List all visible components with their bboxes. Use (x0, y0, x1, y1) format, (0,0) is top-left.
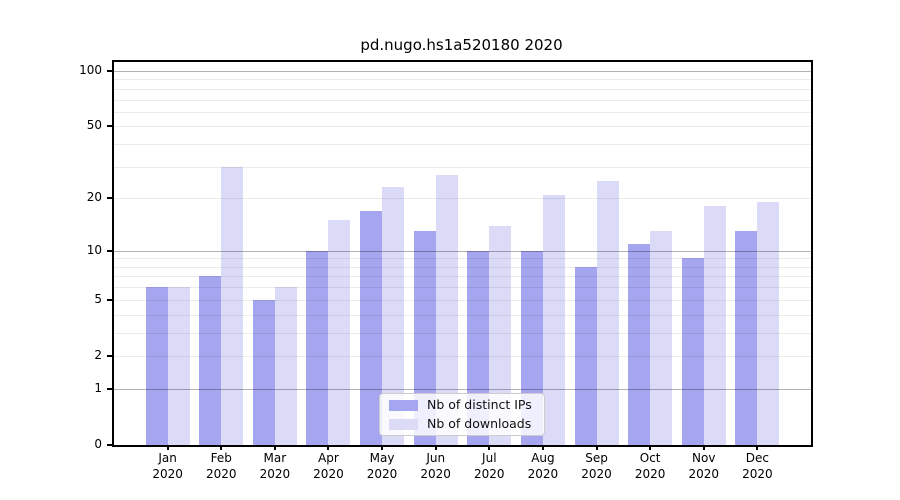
y-tick-mark (107, 354, 112, 357)
bar-downloads-mar (274, 287, 297, 445)
y-tick-label-50: 50 (86, 118, 102, 133)
bar-distinct-ips-apr (306, 250, 329, 445)
x-tick-mark (220, 445, 223, 450)
x-tick-label-mar: Mar 2020 (259, 451, 291, 481)
bars-layer (114, 62, 811, 445)
x-tick-mark (649, 445, 652, 450)
y-tick-mark (107, 125, 112, 128)
bar-distinct-ips-jan (145, 287, 168, 445)
y-tick-mark (107, 298, 112, 301)
y-tick-mark (107, 387, 112, 390)
x-tick-label-jan: Jan 2020 (152, 451, 183, 481)
y-tick-label-0: 0 (94, 437, 102, 451)
x-tick-label-dec: Dec 2020 (742, 451, 773, 481)
x-tick-label-aug: Aug 2020 (527, 451, 559, 481)
bar-distinct-ips-feb (199, 276, 222, 445)
x-tick-label-feb: Feb 2020 (205, 451, 237, 481)
x-tick-mark (434, 445, 437, 450)
bar-distinct-ips-jun (413, 231, 436, 445)
legend-swatch-distinct-ips (389, 399, 418, 411)
y-tick-label-2: 2 (94, 347, 102, 362)
x-tick-label-sep: Sep 2020 (581, 451, 612, 481)
bar-downloads-dec (757, 202, 780, 445)
bar-downloads-jan (167, 287, 190, 445)
bar-downloads-aug (542, 194, 565, 445)
x-tick-mark (273, 445, 276, 450)
x-tick-mark (595, 445, 598, 450)
x-tick-label-nov: Nov 2020 (688, 451, 720, 481)
y-tick-label-20: 20 (86, 190, 102, 205)
bar-downloads-jul (489, 225, 512, 445)
bar-downloads-jun (435, 174, 458, 445)
x-tick-mark (327, 445, 330, 450)
y-tick-mark (107, 197, 112, 200)
bar-downloads-oct (650, 231, 673, 445)
bar-downloads-may (382, 187, 405, 445)
bar-distinct-ips-may (360, 210, 383, 445)
x-tick-label-jul: Jul 2020 (474, 451, 505, 481)
y-tick-label-10: 10 (86, 242, 102, 257)
bar-downloads-feb (221, 166, 244, 445)
y-tick-mark (107, 444, 112, 446)
bar-distinct-ips-mar (252, 299, 275, 445)
legend-swatch-downloads (389, 418, 418, 430)
bar-downloads-nov (703, 206, 726, 445)
legend-label-distinct-ips: Nb of distinct IPs (427, 397, 532, 412)
legend: Nb of distinct IPs Nb of downloads (379, 393, 545, 436)
bar-distinct-ips-oct (628, 243, 651, 445)
legend-entry-downloads: Nb of downloads (389, 416, 535, 432)
bar-downloads-sep (596, 180, 619, 445)
y-tick-mark (107, 249, 112, 252)
x-tick-mark (541, 445, 544, 450)
bar-distinct-ips-nov (681, 258, 704, 445)
bar-distinct-ips-dec (735, 231, 758, 445)
x-tick-mark (381, 445, 384, 450)
x-tick-label-oct: Oct 2020 (634, 451, 666, 481)
y-tick-mark (107, 69, 112, 72)
legend-entry-distinct-ips: Nb of distinct IPs (389, 397, 535, 413)
y-tick-label-1: 1 (94, 380, 102, 395)
x-tick-mark (166, 445, 169, 450)
x-tick-label-apr: Apr 2020 (313, 451, 344, 481)
legend-label-downloads: Nb of downloads (427, 416, 532, 431)
x-tick-mark (488, 445, 491, 450)
plot-area (112, 60, 813, 447)
y-tick-label-100: 100 (79, 62, 102, 77)
bar-distinct-ips-sep (574, 266, 597, 445)
bar-downloads-apr (328, 220, 351, 445)
x-tick-label-may: May 2020 (366, 451, 398, 481)
x-tick-label-jun: Jun 2020 (420, 451, 451, 481)
x-tick-mark (702, 445, 705, 450)
x-tick-mark (756, 445, 759, 450)
chart-title: pd.nugo.hs1a520180 2020 (360, 36, 563, 54)
y-tick-label-5: 5 (94, 291, 102, 306)
